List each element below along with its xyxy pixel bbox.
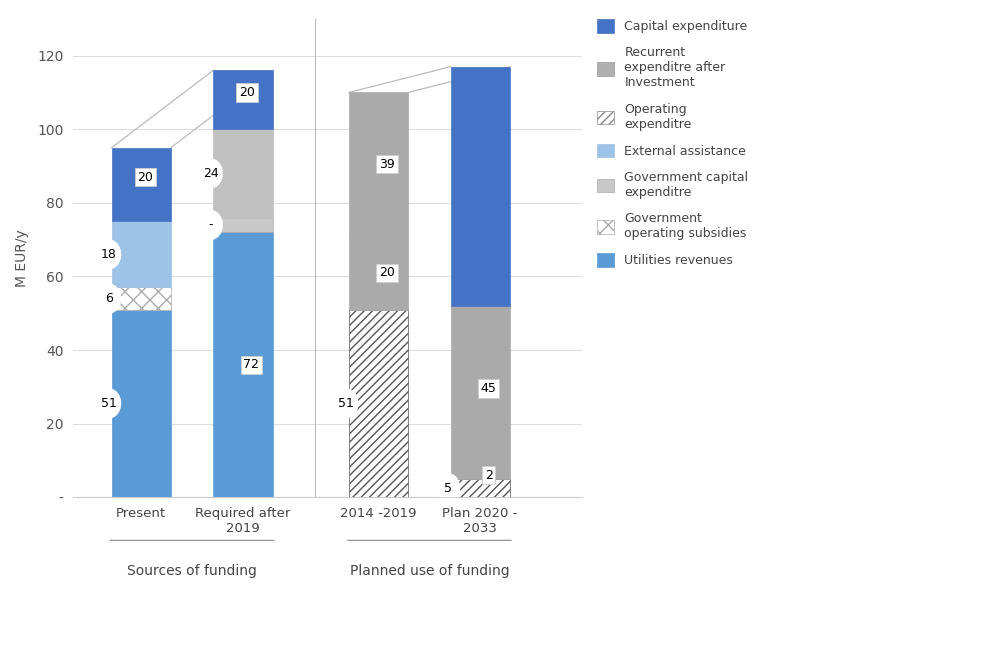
Text: 5: 5 (444, 482, 452, 495)
Ellipse shape (199, 210, 223, 239)
Bar (112, 310, 171, 497)
Bar (112, 148, 171, 221)
Ellipse shape (334, 389, 358, 418)
Bar (349, 236, 408, 310)
Text: 51: 51 (101, 397, 117, 410)
Bar (451, 479, 510, 497)
Text: 18: 18 (101, 248, 117, 261)
Ellipse shape (97, 284, 121, 314)
Text: 6: 6 (105, 292, 113, 305)
Text: 20: 20 (379, 266, 395, 279)
Bar (451, 472, 510, 479)
Ellipse shape (436, 474, 460, 502)
Text: 20: 20 (138, 171, 153, 184)
Text: 39: 39 (379, 157, 395, 171)
Ellipse shape (97, 389, 121, 418)
Bar (349, 92, 408, 236)
Text: 51: 51 (338, 397, 354, 410)
Text: 72: 72 (243, 358, 259, 371)
Legend: Capital expenditure, Recurrent
expenditre after
Investment, Operating
expenditre: Capital expenditure, Recurrent expenditr… (593, 16, 752, 271)
Text: 45: 45 (481, 382, 497, 395)
Bar (213, 232, 273, 497)
Y-axis label: M EUR/y: M EUR/y (15, 229, 29, 287)
Text: 2: 2 (485, 468, 493, 482)
Bar (451, 306, 510, 472)
Text: Sources of funding: Sources of funding (127, 564, 257, 578)
Ellipse shape (199, 159, 223, 188)
Bar (451, 67, 510, 306)
Bar (213, 70, 273, 129)
Text: -: - (208, 218, 213, 232)
Text: 24: 24 (203, 167, 219, 180)
Bar (112, 287, 171, 310)
Ellipse shape (97, 239, 121, 269)
Text: Planned use of funding: Planned use of funding (350, 564, 509, 578)
Bar (112, 221, 171, 287)
Bar (213, 218, 273, 232)
Bar (349, 310, 408, 497)
Text: 20: 20 (239, 86, 255, 99)
Bar (213, 129, 273, 218)
